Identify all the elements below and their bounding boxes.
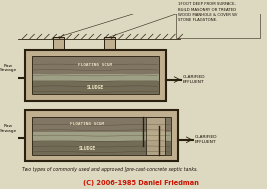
Text: SLUDGE: SLUDGE [79, 146, 96, 151]
Bar [32, 57, 159, 74]
Text: (C) 2006-1985 Daniel Friedman: (C) 2006-1985 Daniel Friedman [83, 180, 199, 186]
Bar [32, 117, 171, 132]
Bar [146, 117, 165, 155]
Bar [25, 110, 178, 161]
Text: FLOATING SCUM: FLOATING SCUM [78, 63, 113, 67]
Text: FLOATING SCUM: FLOATING SCUM [70, 122, 105, 126]
Bar [25, 50, 166, 101]
Text: Two types of commonly used and approved [pre-cast-concrete septic tanks.: Two types of commonly used and approved … [22, 167, 198, 172]
Bar [32, 117, 171, 155]
Bar [32, 81, 159, 94]
Text: IF TANK IS MORE THAN
1FOOT DEEP FROM SURFACE,
BUILD MASONRY OR TREATED
WOOD MANH: IF TANK IS MORE THAN 1FOOT DEEP FROM SUR… [178, 0, 237, 22]
Text: Raw
Sewage: Raw Sewage [0, 124, 17, 133]
Text: CLARIFIED
EFFLUENT: CLARIFIED EFFLUENT [183, 75, 205, 84]
Text: Raw
Sewage: Raw Sewage [0, 64, 17, 72]
Bar [32, 57, 159, 94]
Bar [32, 132, 171, 141]
Text: SLUDGE: SLUDGE [87, 85, 104, 90]
Text: CLARIFIED
EFFLUENT: CLARIFIED EFFLUENT [195, 135, 217, 144]
Bar [176, 0, 260, 38]
Bar [53, 37, 64, 50]
Bar [104, 37, 115, 50]
Bar [32, 141, 171, 155]
Bar [32, 74, 159, 81]
